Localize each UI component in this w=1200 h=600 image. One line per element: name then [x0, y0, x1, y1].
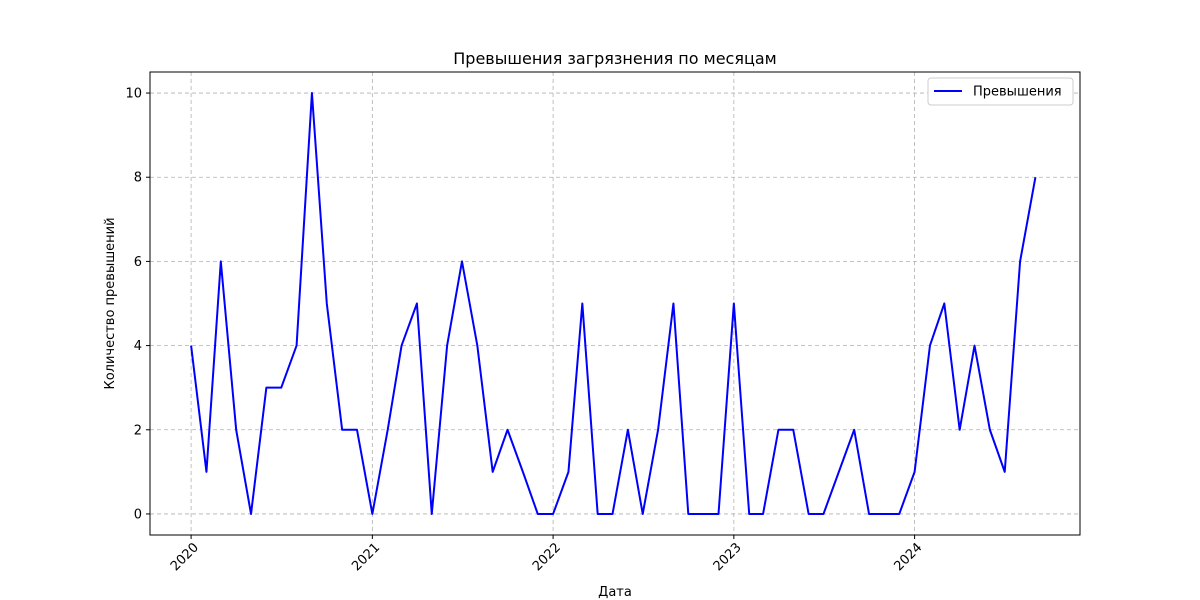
y-axis-label: Количество превышений [103, 217, 118, 389]
x-tick-label: 2024 [891, 540, 925, 574]
legend: Превышения [927, 77, 1074, 106]
x-tick-label: 2023 [711, 540, 745, 574]
series-line-0 [190, 92, 1037, 515]
y-tick-label: 2 [134, 423, 142, 438]
plot-area-frame [149, 71, 1081, 536]
y-tick-label: 8 [134, 171, 142, 186]
chart-title: Превышения загрязнения по месяцам [453, 49, 776, 68]
y-tick-label: 10 [125, 87, 142, 102]
series-layer [190, 92, 1037, 515]
y-axis: 0 2 4 6 8 10 [125, 87, 150, 522]
y-tick-label: 4 [134, 339, 142, 354]
x-axis: 2020 2021 2022 2023 2024 [168, 535, 925, 574]
y-tick-label: 6 [134, 255, 142, 270]
x-axis-label: Дата [598, 585, 632, 600]
x-tick-label: 2021 [349, 540, 383, 574]
legend-entry-label: Превышения [973, 85, 1062, 100]
y-tick-label: 0 [134, 507, 142, 522]
x-tick-label: 2022 [530, 540, 564, 574]
grid [150, 72, 1080, 535]
x-tick-label: 2020 [168, 540, 202, 574]
legend-box [927, 77, 1074, 106]
